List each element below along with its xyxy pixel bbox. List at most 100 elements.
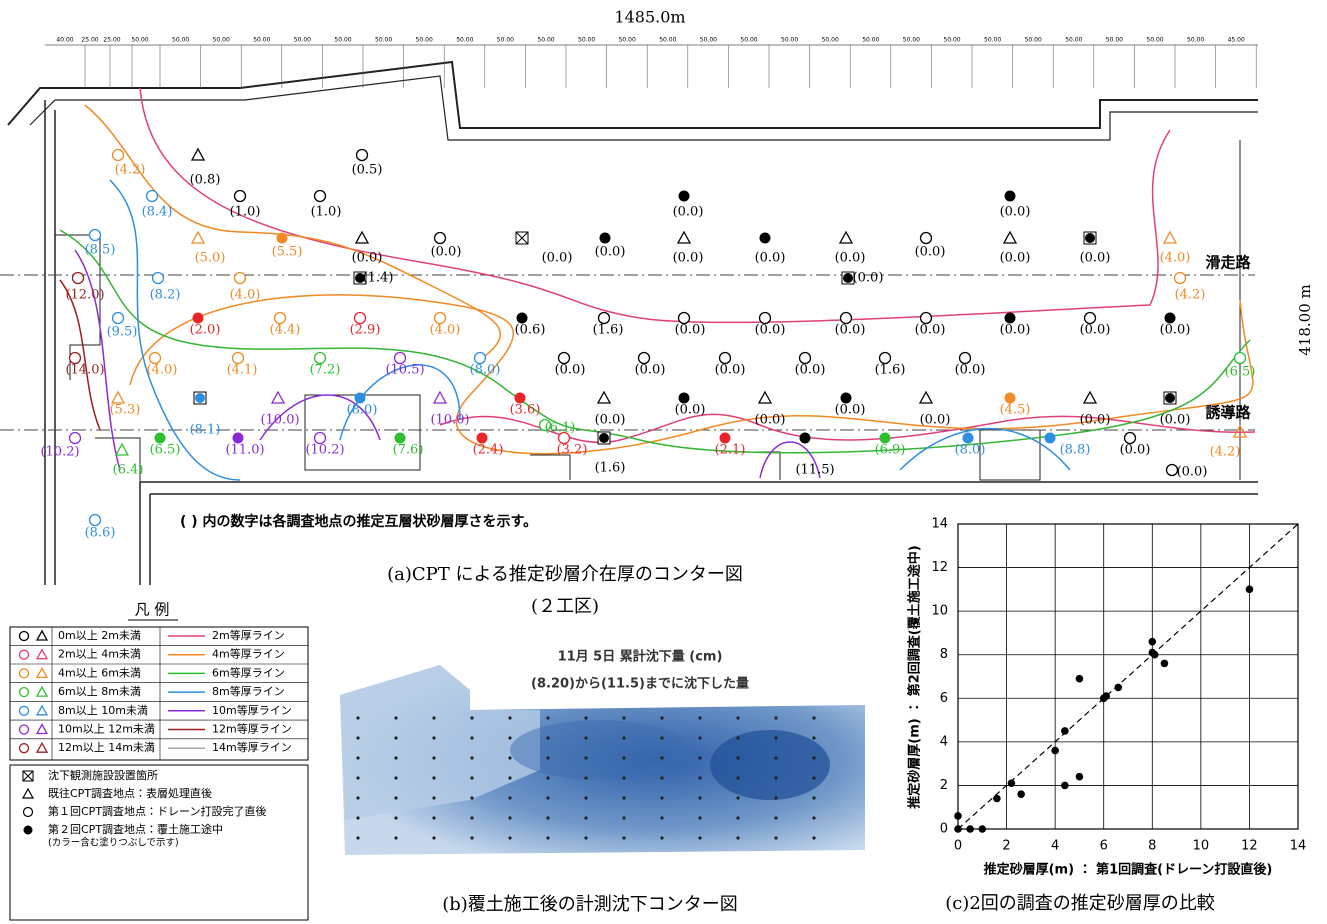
settlement-gauge xyxy=(812,716,815,719)
scatter-point xyxy=(954,812,962,820)
settlement-gauge xyxy=(622,716,625,719)
legend-range: 10m以上 12m未満 xyxy=(58,723,155,736)
point-symbol xyxy=(113,150,124,161)
point-label: (4.2) xyxy=(1175,288,1206,303)
point-symbol xyxy=(800,433,811,444)
scatter-point xyxy=(1076,675,1084,683)
legend-symbol xyxy=(37,650,47,659)
point-label: (1.0) xyxy=(230,205,261,220)
settlement-gauge xyxy=(812,836,815,839)
settlement-gauge xyxy=(698,716,701,719)
settlement-gauge xyxy=(584,776,587,779)
point-label: (0.0) xyxy=(1080,323,1111,338)
settlement-gauge xyxy=(356,756,359,759)
ruler-label: 50.00 xyxy=(294,37,311,44)
legend-line-label: 12m等厚ライン xyxy=(212,722,292,736)
scatter-point xyxy=(1017,790,1025,798)
settlement-gauge xyxy=(660,716,663,719)
ruler-label: 50.00 xyxy=(700,37,717,44)
legend-symbol xyxy=(37,743,47,752)
ruler-label: 50.00 xyxy=(903,37,920,44)
taxiway-label: 誘導路 xyxy=(1205,404,1251,422)
point-label: (0.0) xyxy=(920,413,951,428)
legend-symbol xyxy=(37,725,47,734)
ruler-label: 50.00 xyxy=(578,37,595,44)
settlement-gauge xyxy=(432,776,435,779)
ruler-label: 50.00 xyxy=(1025,37,1042,44)
settlement-gauge xyxy=(470,756,473,759)
scatter-point xyxy=(1051,747,1059,755)
point-label: (8.5) xyxy=(85,243,116,258)
point-label: (0.0) xyxy=(795,363,826,378)
legend-symbol xyxy=(37,668,47,677)
point-symbol xyxy=(235,273,246,284)
point-label: (2.9) xyxy=(350,323,381,338)
settlement-gauge xyxy=(584,736,587,739)
point-symbol xyxy=(840,232,852,243)
settlement-gauge xyxy=(356,796,359,799)
settlement-gauge xyxy=(546,796,549,799)
point-label: (0.0) xyxy=(673,251,704,266)
point-label: (0.0) xyxy=(1000,251,1031,266)
point-label: (0.0) xyxy=(755,323,786,338)
settlement-gauge xyxy=(736,796,739,799)
point-symbol xyxy=(1235,353,1246,364)
ruler-label: 50.00 xyxy=(1106,37,1123,44)
y-tick-label: 8 xyxy=(940,647,948,662)
point-label: (0.8) xyxy=(190,173,221,188)
point-symbol xyxy=(678,232,690,243)
settlement-gauge xyxy=(546,776,549,779)
point-label: (0.0) xyxy=(915,323,946,338)
legend-line-label: 10m等厚ライン xyxy=(212,703,292,717)
point-symbol xyxy=(357,150,368,161)
legend-item: 第１回CPT調査地点：ドレーン打設完了直後 xyxy=(48,804,266,818)
point-label: (10.5) xyxy=(385,363,424,378)
point-symbol xyxy=(843,273,853,283)
settlement-gauge xyxy=(660,736,663,739)
point-label: (2.4) xyxy=(473,443,504,458)
settlement-gauge xyxy=(774,776,777,779)
x-tick-label: 14 xyxy=(1290,839,1307,854)
settlement-subtitle: (8.20)から(11.5)までに沈下した量 xyxy=(531,676,749,692)
point-symbol xyxy=(116,444,128,455)
point-symbol xyxy=(356,232,368,243)
x-tick-label: 8 xyxy=(1148,839,1156,854)
ruler-label: 50.00 xyxy=(619,37,636,44)
point-symbol xyxy=(920,392,932,403)
point-label: (4.0) xyxy=(1160,251,1191,266)
settlement-gauge xyxy=(698,816,701,819)
settlement-gauge xyxy=(584,796,587,799)
ruler-label: 50.00 xyxy=(334,37,351,44)
settlement-gauge xyxy=(774,756,777,759)
ruler-label: 50.00 xyxy=(416,37,433,44)
point-label: (0.0) xyxy=(755,251,786,266)
point-label: (11.0) xyxy=(225,443,264,458)
legend-item: 第２回CPT調査地点：覆土施工途中 xyxy=(48,822,223,836)
point-symbol xyxy=(1084,392,1096,403)
point-symbol xyxy=(600,233,611,244)
width-label: 418.00 m xyxy=(1296,284,1314,355)
x-tick-label: 10 xyxy=(1193,839,1210,854)
length-label: 1485.0m xyxy=(614,8,685,27)
settlement-title: 11月 5日 累計沈下量 (cm) xyxy=(558,649,723,665)
settlement-gauge xyxy=(394,796,397,799)
point-symbol xyxy=(435,233,446,244)
settlement-gauge xyxy=(356,776,359,779)
scatter-point xyxy=(1061,782,1069,790)
x-tick-label: 4 xyxy=(1051,839,1059,854)
point-label: (8.0) xyxy=(470,363,501,378)
scatter-point xyxy=(1076,773,1084,781)
point-label: (0.0) xyxy=(431,245,462,260)
point-symbol xyxy=(1164,232,1176,243)
point-label: (2.0) xyxy=(190,323,221,338)
legend-range: 12m以上 14m未満 xyxy=(58,741,155,754)
point-symbol xyxy=(598,392,610,403)
point-label: (0.0) xyxy=(595,413,626,428)
point-label: (0.0) xyxy=(835,251,866,266)
point-label: (0.0) xyxy=(915,245,946,260)
legend-range: 8m以上 10m未満 xyxy=(58,704,148,717)
legend-line-label: 2m等厚ライン xyxy=(212,628,285,642)
settlement-gauge xyxy=(660,756,663,759)
legend-symbol xyxy=(20,650,29,659)
